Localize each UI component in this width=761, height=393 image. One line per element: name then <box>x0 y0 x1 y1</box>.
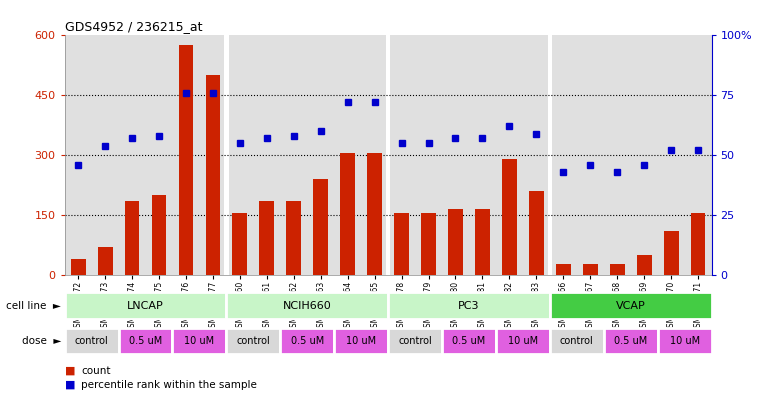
Bar <box>529 191 544 275</box>
Bar <box>448 209 463 275</box>
Bar <box>119 35 145 275</box>
Bar <box>179 45 193 275</box>
Text: 0.5 uM: 0.5 uM <box>129 336 162 346</box>
Bar <box>173 328 227 354</box>
Text: 0.5 uM: 0.5 uM <box>614 336 648 346</box>
Bar <box>386 35 390 275</box>
Bar <box>496 35 523 275</box>
Bar <box>227 35 253 275</box>
Bar <box>603 328 658 354</box>
Bar <box>658 328 712 354</box>
Text: GDS4952 / 236215_at: GDS4952 / 236215_at <box>65 20 202 33</box>
Bar <box>253 35 280 275</box>
Bar <box>388 292 550 319</box>
Bar <box>65 35 91 275</box>
Bar <box>232 213 247 275</box>
Text: 10 uM: 10 uM <box>184 336 215 346</box>
Bar <box>125 201 139 275</box>
Bar <box>151 195 167 275</box>
Bar <box>227 292 388 319</box>
Bar <box>550 328 603 354</box>
Bar <box>280 328 334 354</box>
Text: VCAP: VCAP <box>616 301 645 310</box>
Bar <box>664 231 679 275</box>
Text: 10 uM: 10 uM <box>346 336 376 346</box>
Bar <box>205 75 221 275</box>
Bar <box>550 35 577 275</box>
Bar <box>334 328 388 354</box>
Bar <box>691 213 705 275</box>
Text: control: control <box>398 336 432 346</box>
Bar <box>394 213 409 275</box>
Bar <box>119 328 173 354</box>
Bar <box>227 328 280 354</box>
Bar <box>502 159 517 275</box>
Text: 0.5 uM: 0.5 uM <box>291 336 324 346</box>
Bar <box>475 209 490 275</box>
Bar <box>71 259 85 275</box>
Text: 0.5 uM: 0.5 uM <box>452 336 486 346</box>
Bar <box>280 35 307 275</box>
Text: control: control <box>237 336 270 346</box>
Bar <box>388 35 415 275</box>
Bar <box>314 179 328 275</box>
Bar <box>199 35 227 275</box>
Bar <box>637 255 651 275</box>
Bar <box>442 35 469 275</box>
Bar <box>368 153 382 275</box>
Text: 10 uM: 10 uM <box>670 336 699 346</box>
Bar <box>577 35 603 275</box>
Bar <box>469 35 496 275</box>
Bar <box>65 292 227 319</box>
Text: PC3: PC3 <box>458 301 479 310</box>
Bar <box>145 35 173 275</box>
Bar <box>631 35 658 275</box>
Bar <box>496 328 550 354</box>
Text: count: count <box>81 365 111 376</box>
Bar <box>556 264 571 275</box>
Bar <box>658 35 685 275</box>
Text: control: control <box>75 336 109 346</box>
Bar <box>307 35 334 275</box>
Bar <box>523 35 550 275</box>
Bar <box>388 328 442 354</box>
Text: LNCAP: LNCAP <box>127 301 164 310</box>
Bar <box>685 35 712 275</box>
Text: 10 uM: 10 uM <box>508 336 538 346</box>
Text: ■: ■ <box>65 365 75 376</box>
Bar <box>603 35 631 275</box>
Bar <box>224 35 228 275</box>
Bar <box>610 264 625 275</box>
Text: control: control <box>560 336 594 346</box>
Bar <box>415 35 442 275</box>
Bar <box>91 35 119 275</box>
Text: cell line  ►: cell line ► <box>6 301 61 310</box>
Bar <box>286 201 301 275</box>
Bar <box>97 247 113 275</box>
Text: NCIH660: NCIH660 <box>283 301 332 310</box>
Bar <box>361 35 388 275</box>
Bar <box>583 264 597 275</box>
Text: percentile rank within the sample: percentile rank within the sample <box>81 380 257 390</box>
Bar <box>260 201 274 275</box>
Bar <box>65 328 119 354</box>
Bar <box>334 35 361 275</box>
Text: dose  ►: dose ► <box>21 336 61 346</box>
Bar <box>340 153 355 275</box>
Bar <box>548 35 552 275</box>
Bar <box>550 292 712 319</box>
Bar <box>173 35 199 275</box>
Bar <box>442 328 496 354</box>
Bar <box>421 213 436 275</box>
Text: ■: ■ <box>65 380 75 390</box>
